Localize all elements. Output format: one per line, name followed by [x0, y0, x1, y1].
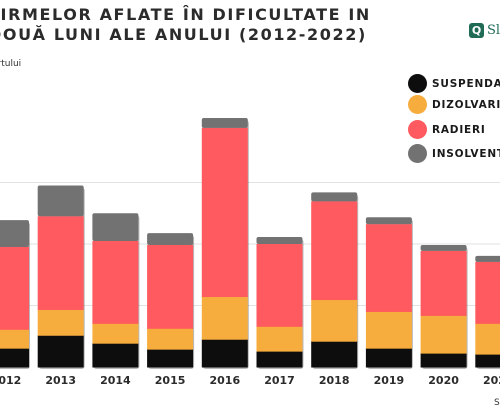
logo-q-icon: Q	[469, 23, 484, 38]
bar-2015-suspendari	[147, 349, 194, 368]
bar-2016-dizolvari	[201, 296, 248, 340]
bar-2017-suspendari	[256, 351, 303, 368]
bar-2013-insolventa	[37, 185, 84, 217]
bar-2020-radieri	[420, 250, 467, 316]
bar-2012-dizolvari	[0, 329, 29, 349]
legend-swatch-suspendari	[408, 74, 427, 93]
x-tick-label-2020: 2020	[428, 374, 459, 387]
bar-group-2015	[147, 233, 195, 369]
bar-2018-suspendari	[311, 341, 358, 368]
source-note: ertului	[0, 59, 22, 69]
bar-2021-dizolvari	[475, 323, 500, 355]
bar-group-2016	[201, 118, 249, 369]
legend-label-insolventa: INSOLVENTA	[432, 147, 500, 160]
bar-group-2013	[37, 185, 85, 369]
x-tick-label-2019: 2019	[374, 374, 405, 387]
x-tick-label-2016: 2016	[209, 374, 240, 387]
bar-2014-insolventa	[92, 213, 139, 242]
bar-2021-suspendari	[475, 354, 500, 368]
bar-2014-radieri	[92, 241, 139, 324]
legend-swatch-insolventa	[408, 144, 427, 163]
legend-label-dizolvari: DIZOLVARI	[432, 98, 500, 111]
bar-2019-suspendari	[365, 348, 412, 368]
legend-label-suspendari: SUSPENDARI	[432, 77, 500, 90]
bar-2013-dizolvari	[37, 309, 84, 336]
legend-swatch-radieri	[408, 120, 427, 139]
bar-2014-dizolvari	[92, 323, 139, 344]
bar-2013-radieri	[37, 216, 84, 310]
x-tick-label-2012: 2012	[0, 374, 21, 387]
chart-title-line-1: FIRMELOR AFLATE ÎN DIFICULTATE IN	[0, 5, 371, 24]
chart-title-line-2: DOUĂ LUNI ALE ANULUI (2012-2022)	[0, 25, 367, 44]
bar-2012-insolventa	[0, 220, 29, 247]
bar-group-2020	[420, 244, 468, 369]
bar-2015-insolventa	[147, 233, 194, 245]
x-tick-label-2013: 2013	[45, 374, 76, 387]
bar-2017-radieri	[256, 243, 303, 327]
x-tick-label-2018: 2018	[319, 374, 350, 387]
x-tick-label-2015: 2015	[155, 374, 186, 387]
bar-2021-radieri	[475, 261, 500, 324]
x-tick-label-2014: 2014	[100, 374, 131, 387]
bar-2016-insolventa	[201, 118, 248, 128]
bars	[0, 118, 500, 369]
bar-2016-radieri	[201, 127, 248, 298]
bar-2013-suspendari	[37, 335, 84, 368]
bar-2019-insolventa	[365, 217, 412, 225]
bar-group-2012	[0, 220, 30, 369]
legend-item-radieri: RADIERI	[408, 120, 486, 139]
bar-group-2021	[475, 255, 500, 369]
bar-group-2019	[365, 217, 413, 369]
bar-2019-radieri	[365, 224, 412, 312]
legend-item-insolventa: INSOLVENTA	[408, 144, 500, 163]
x-axis-ticks: 2012 2013 2014 2015 2016 2017 2018 2019 2020 2021…	[0, 374, 500, 387]
bar-2012-radieri	[0, 246, 29, 330]
bar-2018-radieri	[311, 201, 358, 301]
legend-swatch-dizolvari	[408, 95, 427, 114]
bar-2019-dizolvari	[365, 311, 412, 349]
bar-2014-suspendari	[92, 343, 139, 368]
bar-2018-insolventa	[311, 192, 358, 202]
bar-2020-suspendari	[420, 353, 467, 368]
bar-group-2018	[311, 192, 359, 369]
bar-2015-radieri	[147, 244, 194, 329]
bar-2020-insolventa	[420, 244, 467, 251]
x-tick-label-2021: 2021	[483, 374, 500, 387]
legend-item-dizolvari: DIZOLVARI	[408, 95, 500, 114]
chart-title: FIRMELOR AFLATE ÎN DIFICULTATE IN DOUĂ L…	[0, 5, 371, 45]
bar-2012-suspendari	[0, 348, 29, 368]
bar-group-2014	[92, 213, 140, 369]
logo-text: Sl	[487, 23, 500, 38]
brand-logo: Q Sl	[469, 23, 500, 38]
bar-group-2017	[256, 237, 304, 369]
bar-2016-suspendari	[201, 339, 248, 368]
x-tick-label-2017: 2017	[264, 374, 295, 387]
bar-2021-insolventa	[475, 255, 500, 262]
bar-2017-dizolvari	[256, 326, 303, 352]
bar-2015-dizolvari	[147, 328, 194, 350]
legend-item-suspendari: SUSPENDARI	[408, 74, 500, 93]
bar-2018-dizolvari	[311, 299, 358, 342]
corner-text: S	[494, 398, 500, 408]
bar-2020-dizolvari	[420, 315, 467, 354]
bar-2017-insolventa	[256, 237, 303, 244]
legend-label-radieri: RADIERI	[432, 123, 486, 136]
